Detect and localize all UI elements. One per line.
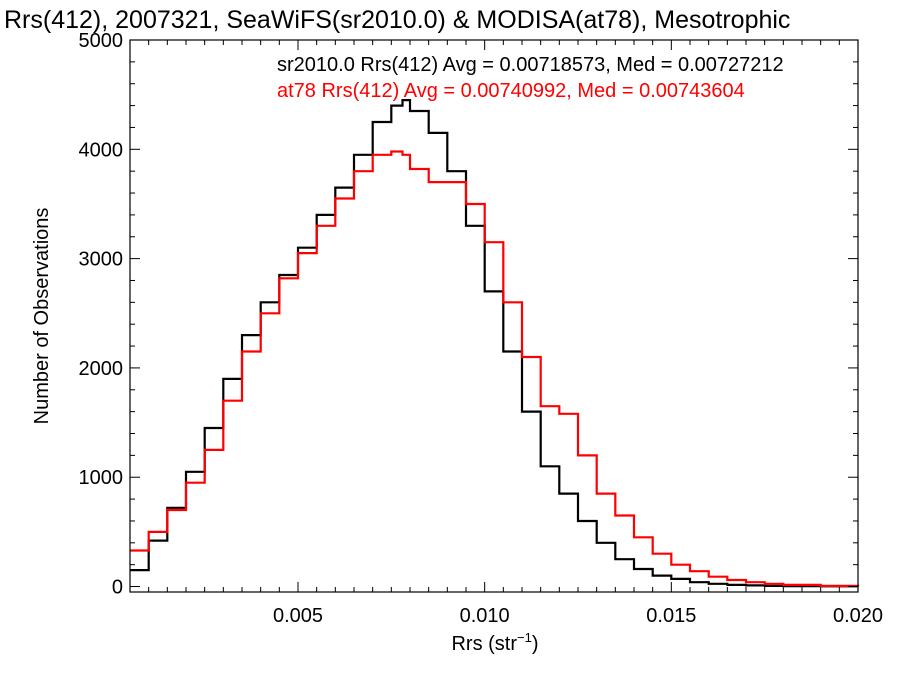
y-axis-label: Number of Observations	[31, 208, 53, 425]
x-tick-label: 0.015	[646, 605, 696, 627]
x-axis-label: Rrs (str−1)	[451, 630, 538, 655]
series-line-at78	[130, 150, 860, 587]
y-tick-label: 2000	[79, 358, 124, 380]
chart-title: Rrs(412), 2007321, SeaWiFS(sr2010.0) & M…	[4, 6, 790, 34]
x-axis-label-main: Rrs (str	[451, 633, 517, 655]
plot-area: 0.005 0.010 0.015 0.020 0 1000 2000 3000 4000 500…	[79, 30, 884, 627]
series-line-sr2010.0	[130, 99, 860, 588]
y-tick-label: 5000	[79, 30, 124, 52]
y-tick-label: 3000	[79, 249, 124, 271]
x-tick-label: 0.020	[833, 605, 883, 627]
y-tick-label: 1000	[79, 467, 124, 489]
y-tick-label: 0	[112, 577, 123, 599]
y-tick-label: 4000	[79, 139, 124, 161]
legend-entry-at78: at78 Rrs(412) Avg = 0.00740992, Med = 0.…	[277, 80, 745, 102]
x-axis-label-end: )	[532, 633, 539, 655]
x-tick-label: 0.005	[273, 605, 323, 627]
x-tick-label: 0.010	[460, 605, 510, 627]
series-layer	[130, 99, 860, 588]
legend-entry-sr2010: sr2010.0 Rrs(412) Avg = 0.00718573, Med …	[277, 54, 784, 76]
x-axis-label-superscript: −1	[517, 630, 532, 645]
plot-frame	[129, 39, 859, 593]
ticks-layer: 0.005 0.010 0.015 0.020 0 1000 2000 3000 4000 500…	[79, 30, 884, 627]
